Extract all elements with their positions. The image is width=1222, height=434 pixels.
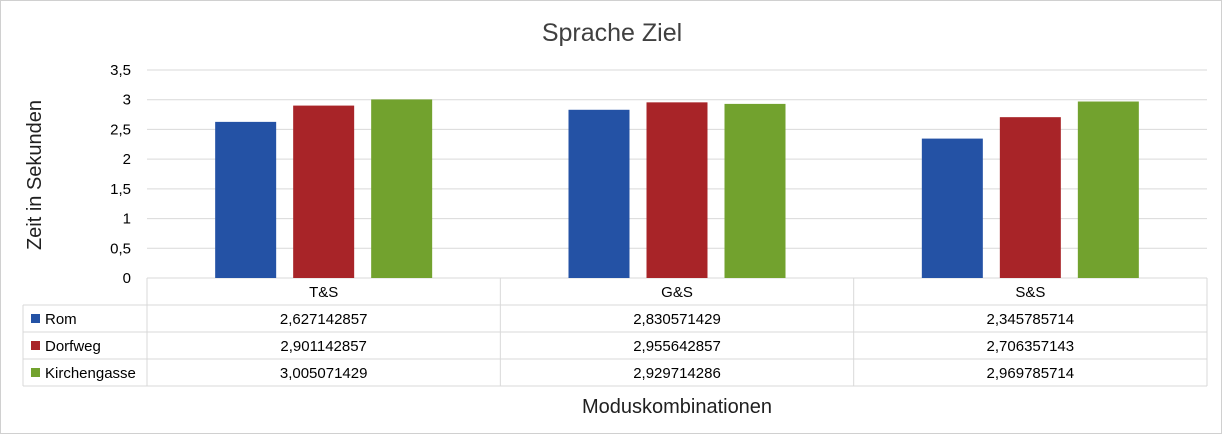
x-tick-label: T&S	[309, 284, 338, 301]
data-label: 2,969785714	[987, 365, 1075, 382]
y-tick-label: 0	[123, 270, 131, 287]
y-tick-label: 2	[123, 151, 131, 168]
y-tick-label: 2,5	[110, 121, 131, 138]
data-label: 3,005071429	[280, 365, 368, 382]
bar-rom-1	[215, 121, 277, 278]
legend-label: Kirchengasse	[45, 365, 136, 382]
data-label: 2,345785714	[987, 311, 1075, 328]
y-tick-label: 1,5	[110, 181, 131, 198]
y-tick-label: 3,5	[110, 62, 131, 79]
bar-kirchengasse-1	[371, 99, 433, 278]
y-axis-title: Zeit in Sekunden	[24, 100, 46, 250]
bar-kirchengasse-2	[724, 103, 786, 278]
y-tick-label: 1	[123, 211, 131, 228]
data-label: 2,830571429	[633, 311, 721, 328]
x-tick-label: G&S	[661, 284, 693, 301]
legend-key-rom	[31, 314, 40, 323]
bar-dorfweg-2	[646, 102, 708, 278]
y-tick-label: 3	[123, 92, 131, 109]
data-label: 2,955642857	[633, 338, 721, 355]
legend-key-kirchengasse	[31, 368, 40, 377]
bars	[215, 99, 1139, 279]
data-label: 2,706357143	[987, 338, 1075, 355]
data-label: 2,627142857	[280, 311, 368, 328]
chart-title: Sprache Ziel	[542, 19, 682, 47]
x-axis-title: Moduskombinationen	[582, 396, 772, 418]
y-tick-label: 0,5	[110, 240, 131, 257]
bar-rom-3	[921, 138, 983, 278]
y-axis-ticks: 0 0,5 1 1,5 2 2,5 3 3,5	[110, 62, 131, 287]
data-label: 2,929714286	[633, 365, 721, 382]
legend-label: Rom	[45, 311, 77, 328]
bar-dorfweg-1	[293, 105, 355, 278]
legend-label: Dorfweg	[45, 338, 101, 355]
data-label: 2,901142857	[280, 338, 366, 355]
bar-dorfweg-3	[999, 117, 1061, 278]
legend-key-dorfweg	[31, 341, 40, 350]
data-table: T&S G&S S&S Rom 2,627142857 2,830571429 2,3457…	[22, 278, 1208, 387]
bar-kirchengasse-3	[1077, 101, 1139, 278]
bar-rom-2	[568, 109, 630, 279]
x-tick-label: S&S	[1015, 284, 1045, 301]
